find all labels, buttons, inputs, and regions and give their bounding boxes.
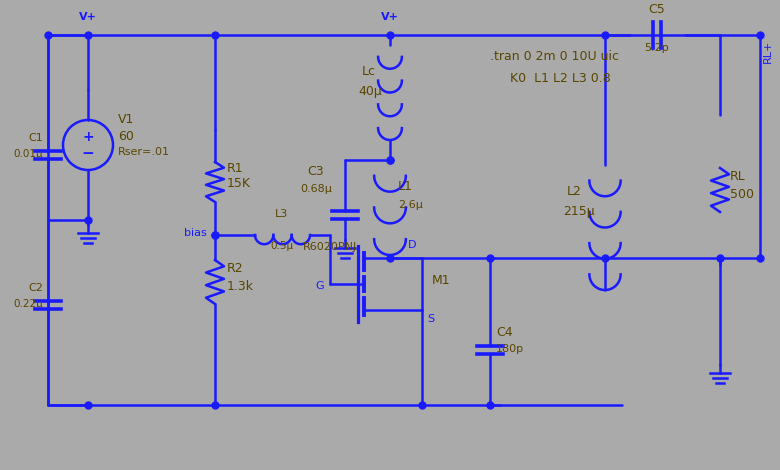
Text: S: S [427, 314, 434, 324]
Text: RL: RL [730, 170, 746, 183]
Text: 2.6μ: 2.6μ [398, 200, 423, 210]
Text: RL+: RL+ [763, 40, 773, 63]
Text: Lc: Lc [362, 65, 376, 78]
Text: G: G [315, 281, 324, 291]
Text: L2: L2 [567, 185, 582, 198]
Text: 500: 500 [730, 188, 754, 201]
Text: 0.68μ: 0.68μ [300, 184, 332, 194]
Text: C1: C1 [28, 133, 43, 143]
Text: 215μ: 215μ [563, 205, 594, 218]
Text: C4: C4 [496, 326, 512, 339]
Text: R1: R1 [227, 162, 243, 175]
Text: bias: bias [184, 228, 207, 238]
Text: R6020PNJ: R6020PNJ [303, 242, 357, 252]
Text: V+: V+ [381, 12, 399, 22]
Text: 5.2p: 5.2p [644, 43, 669, 53]
Text: 15K: 15K [227, 177, 251, 190]
Text: C5: C5 [649, 3, 665, 16]
Text: D: D [408, 240, 417, 250]
Text: +: + [82, 130, 94, 144]
Text: L1: L1 [398, 180, 413, 193]
Text: V+: V+ [79, 12, 97, 22]
Text: 180p: 180p [496, 344, 524, 354]
Text: .tran 0 2m 0 10U uic: .tran 0 2m 0 10U uic [490, 50, 619, 63]
Text: −: − [82, 146, 94, 160]
Text: 1.3k: 1.3k [227, 280, 254, 293]
Text: 40μ: 40μ [358, 85, 381, 98]
Text: R2: R2 [227, 262, 243, 275]
Text: 60: 60 [118, 130, 134, 143]
Text: C2: C2 [28, 283, 43, 293]
Text: 0.22μ: 0.22μ [13, 299, 43, 309]
Text: C3: C3 [307, 165, 324, 178]
Text: V1: V1 [118, 113, 134, 126]
Text: 0.01μ: 0.01μ [13, 149, 43, 159]
Text: Rser=.01: Rser=.01 [118, 147, 170, 157]
Text: M1: M1 [432, 274, 451, 287]
Text: K0  L1 L2 L3 0.8: K0 L1 L2 L3 0.8 [510, 72, 611, 85]
Text: 0.5μ: 0.5μ [271, 241, 293, 251]
Text: L3: L3 [275, 209, 289, 219]
